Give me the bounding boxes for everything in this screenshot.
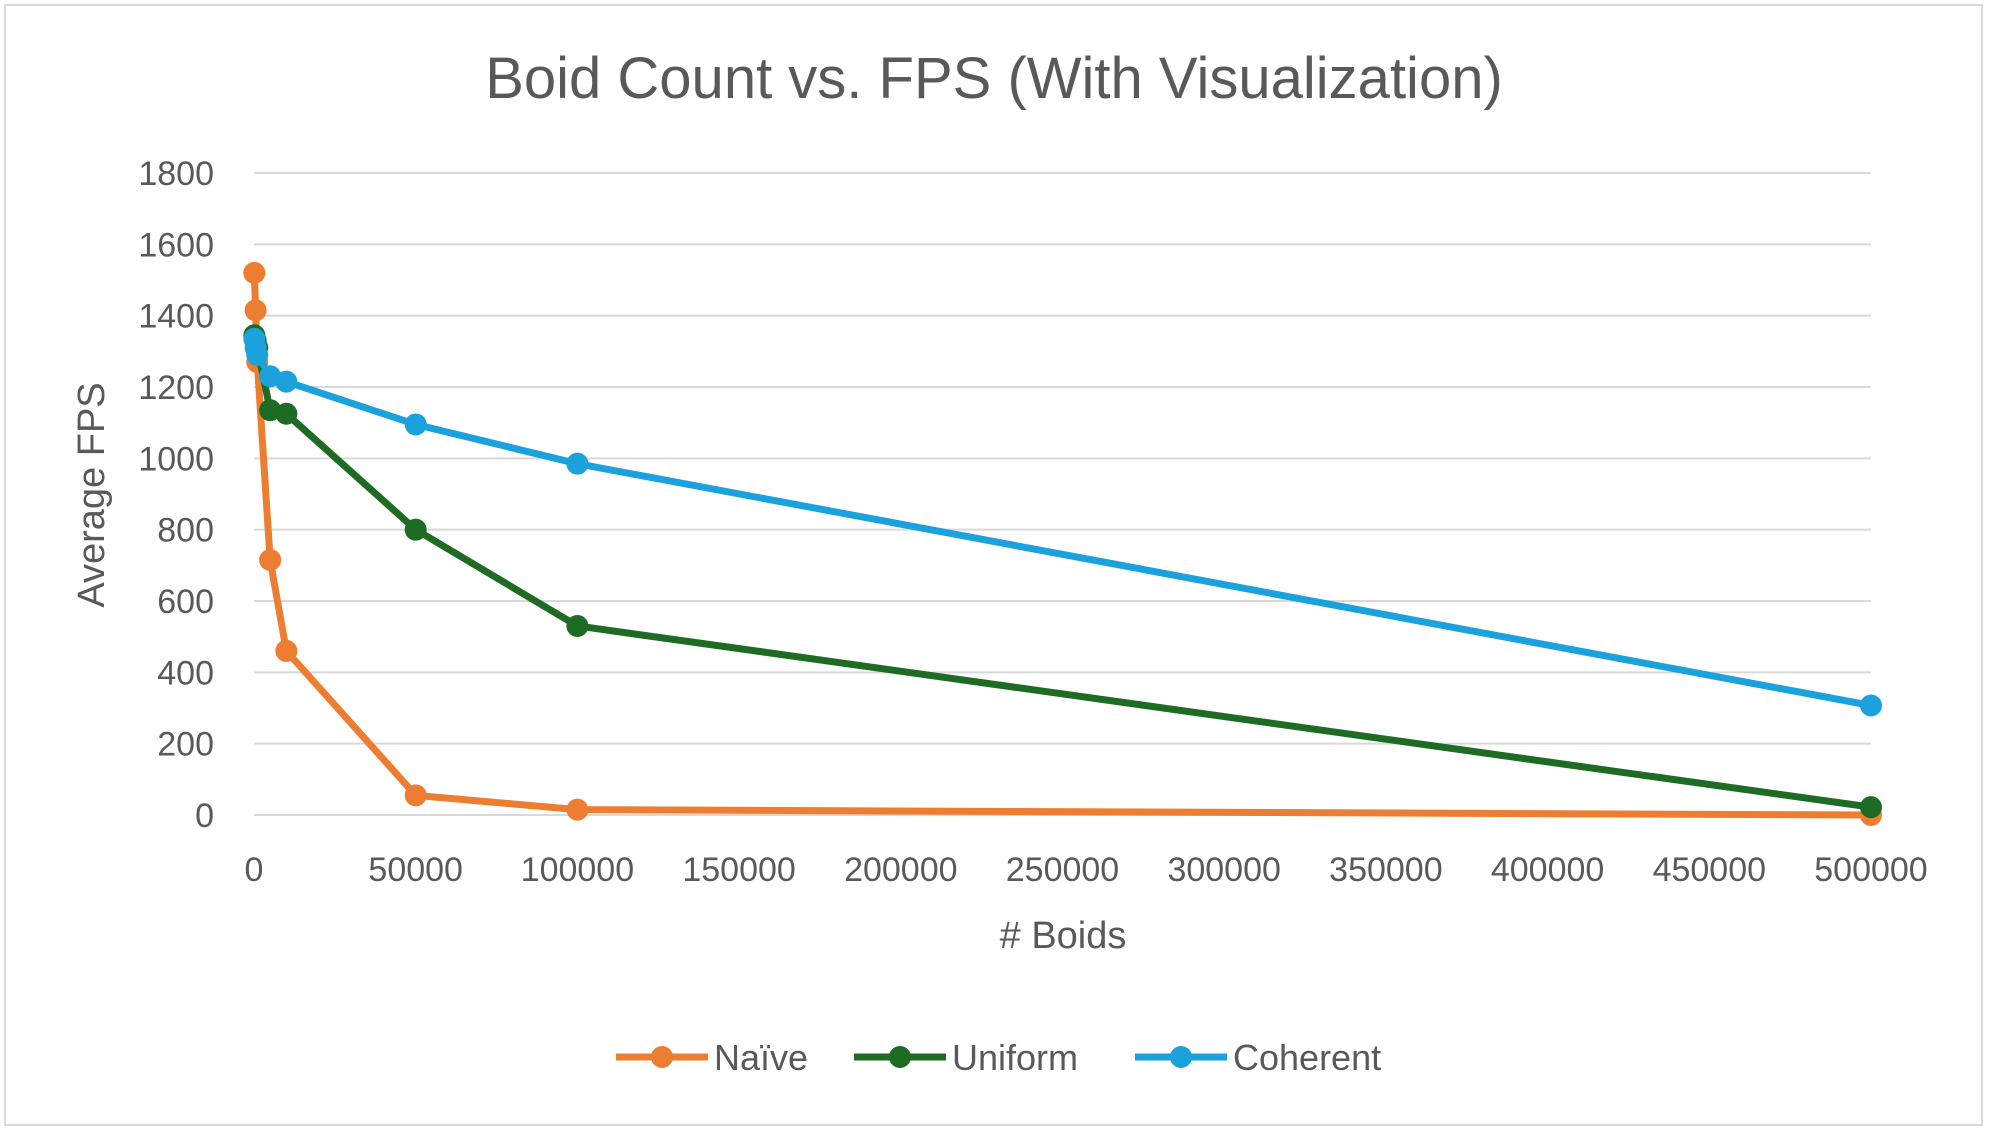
y-axis-ticks: 0 200 400 600 800 1000 1200 1400 1600 1800 — [138, 155, 214, 835]
legend-item-uniform: Uniform — [854, 1037, 1078, 1078]
y-tick-label: 800 — [157, 512, 214, 550]
x-tick-label: 500000 — [1814, 851, 1927, 889]
series-line — [250, 331, 1875, 811]
legend-marker — [889, 1046, 911, 1068]
series-line — [250, 269, 1875, 819]
data-point — [404, 518, 427, 541]
legend: Naïve Uniform Coherent — [616, 1037, 1381, 1078]
y-axis-label: Average FPS — [71, 382, 113, 607]
gridlines — [254, 172, 1871, 816]
data-point — [275, 402, 298, 425]
x-tick-label: 200000 — [844, 851, 957, 889]
series-naïve — [243, 261, 1882, 826]
data-point — [275, 639, 298, 662]
y-tick-label: 400 — [157, 654, 214, 692]
data-point — [566, 614, 589, 637]
x-tick-label: 150000 — [682, 851, 795, 889]
x-tick-label: 100000 — [521, 851, 634, 889]
legend-label: Naïve — [714, 1037, 808, 1078]
x-tick-label: 450000 — [1653, 851, 1766, 889]
x-axis-label: # Boids — [1000, 915, 1127, 957]
data-point — [1860, 796, 1882, 819]
legend-marker — [1170, 1046, 1192, 1068]
data-point — [246, 343, 269, 366]
y-tick-label: 0 — [195, 797, 214, 835]
y-tick-label: 1200 — [138, 369, 214, 407]
data-point — [404, 784, 427, 807]
data-point — [1860, 694, 1882, 717]
series-lines — [243, 261, 1882, 826]
x-tick-label: 0 — [245, 851, 264, 889]
y-tick-label: 1600 — [138, 226, 214, 264]
legend-label: Uniform — [952, 1037, 1078, 1078]
legend-label: Coherent — [1233, 1037, 1381, 1078]
legend-marker — [651, 1046, 673, 1068]
data-point — [275, 370, 298, 393]
y-tick-label: 200 — [157, 726, 214, 764]
data-point — [244, 299, 267, 322]
x-tick-label: 50000 — [368, 851, 463, 889]
data-point — [259, 548, 282, 571]
y-tick-label: 1800 — [138, 155, 214, 193]
data-point — [243, 261, 266, 284]
data-point — [566, 452, 589, 475]
series-coherent — [243, 327, 1882, 717]
legend-item-coherent: Coherent — [1135, 1037, 1381, 1078]
legend-item-naïve: Naïve — [616, 1037, 808, 1078]
x-tick-label: 400000 — [1491, 851, 1604, 889]
y-tick-label: 1400 — [138, 298, 214, 336]
x-tick-label: 250000 — [1006, 851, 1119, 889]
chart-title: Boid Count vs. FPS (With Visualization) — [485, 46, 1503, 111]
x-axis-ticks: 0 50000 100000 150000 200000 250000 300000 3500… — [245, 851, 1928, 889]
y-tick-label: 600 — [157, 583, 214, 621]
chart-frame — [4, 4, 1983, 1126]
x-tick-label: 350000 — [1329, 851, 1442, 889]
y-tick-label: 1000 — [138, 440, 214, 478]
data-point — [566, 798, 589, 821]
x-tick-label: 300000 — [1167, 851, 1280, 889]
series-line — [250, 335, 1875, 709]
data-point — [404, 413, 427, 436]
